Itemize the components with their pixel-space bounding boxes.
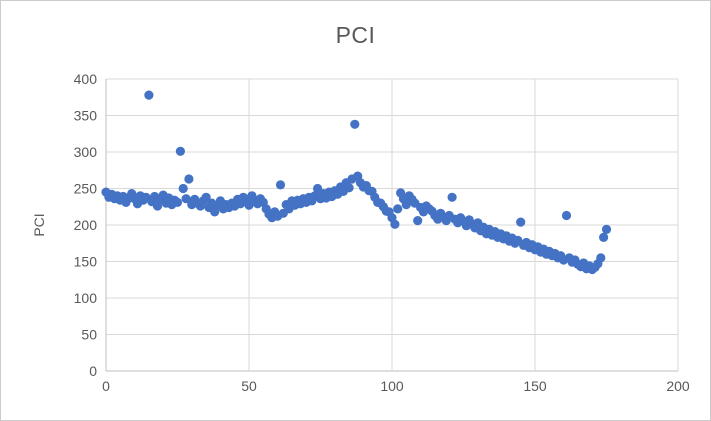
y-tick-label: 300: [74, 144, 98, 160]
data-point: [184, 174, 194, 184]
data-point: [561, 210, 572, 221]
x-tick-label: 100: [380, 378, 404, 394]
y-tick-label: 350: [74, 108, 98, 124]
data-point: [599, 232, 609, 242]
y-tick-label: 200: [74, 217, 98, 233]
data-point: [178, 183, 188, 194]
data-point: [447, 192, 457, 202]
data-point: [601, 224, 612, 234]
data-point: [393, 204, 403, 214]
data-point: [516, 217, 526, 227]
data-point: [175, 146, 185, 156]
y-tick-label: 250: [74, 181, 98, 197]
y-tick-label: 0: [89, 363, 97, 379]
x-tick-label: 0: [102, 378, 110, 394]
data-point: [413, 216, 423, 226]
y-tick-label: 400: [74, 71, 98, 87]
data-point: [201, 192, 211, 202]
y-tick-label: 100: [74, 290, 98, 306]
x-tick-label: 50: [241, 378, 257, 394]
data-point: [350, 119, 360, 129]
data-point: [390, 219, 400, 229]
data-point: [144, 90, 154, 100]
data-point: [344, 183, 354, 193]
data-point: [596, 253, 606, 263]
data-point: [181, 194, 191, 204]
x-tick-label: 200: [666, 378, 690, 394]
y-tick-label: 150: [74, 254, 98, 270]
x-tick-label: 150: [523, 378, 547, 394]
chart-title: PCI: [335, 22, 376, 48]
y-tick-label: 50: [81, 327, 97, 343]
data-point: [275, 180, 286, 190]
data-point: [172, 197, 183, 207]
